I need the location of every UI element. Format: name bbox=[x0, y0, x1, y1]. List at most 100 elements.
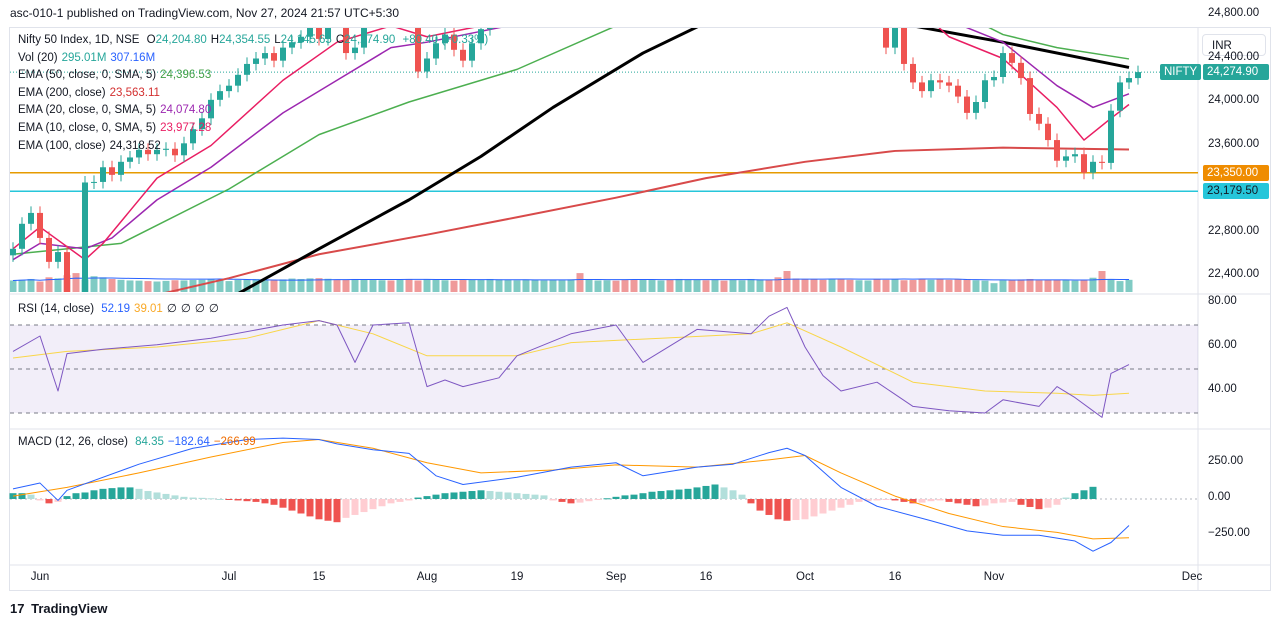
time-axis-label: Jun bbox=[30, 571, 50, 583]
candle-body bbox=[1081, 154, 1087, 173]
macd-hist-bar bbox=[432, 494, 440, 499]
volume-bar bbox=[918, 278, 926, 292]
macd-value: 84.35 bbox=[135, 436, 164, 448]
macd-hist-bar bbox=[108, 488, 116, 499]
price-tag: 23,179.50 bbox=[1203, 183, 1269, 200]
ohlc-value-h: 24,354.55 bbox=[219, 34, 271, 46]
indicator-name: EMA (200, close) bbox=[18, 86, 106, 99]
macd-hist-bar bbox=[477, 490, 485, 499]
candle-body bbox=[424, 58, 430, 72]
candle-body bbox=[415, 28, 421, 72]
volume-bar bbox=[1053, 280, 1061, 292]
volume-bar bbox=[828, 278, 836, 292]
candle-body bbox=[901, 28, 907, 64]
volume-bar bbox=[630, 279, 638, 292]
price-tag: 23,350.00 bbox=[1203, 164, 1269, 181]
volume-bar bbox=[1116, 281, 1124, 292]
rsi-value: 52.19 bbox=[101, 303, 131, 315]
volume-bar bbox=[27, 278, 35, 292]
candle-body bbox=[55, 252, 61, 262]
macd-hist-bar bbox=[1089, 486, 1097, 499]
volume-bar bbox=[342, 279, 350, 292]
ohlc-key-o: O bbox=[146, 34, 156, 46]
volume-bar bbox=[1125, 279, 1133, 292]
volume-bar bbox=[873, 279, 881, 292]
volume-bar bbox=[306, 278, 314, 292]
macd-hist-bar bbox=[162, 493, 170, 499]
indicator-name: EMA (50, close, 0, SMA, 5) bbox=[18, 69, 157, 82]
volume-bar bbox=[594, 280, 602, 292]
symbol-tag: NIFTY bbox=[1160, 64, 1202, 81]
volume-bar bbox=[729, 279, 737, 292]
candle-body bbox=[262, 53, 268, 59]
candle-body bbox=[1009, 53, 1015, 63]
macd-hist-bar bbox=[198, 497, 206, 499]
rsi-value: ∅ bbox=[194, 303, 205, 315]
macd-hist-bar bbox=[729, 490, 737, 499]
indicator-name: EMA (20, close, 0, SMA, 5) bbox=[18, 104, 157, 117]
volume-bar bbox=[1026, 278, 1034, 292]
macd-hist-bar bbox=[603, 498, 611, 500]
macd-hist-bar bbox=[1062, 497, 1070, 499]
indicator-row: EMA (200, close) 23,563.11 bbox=[18, 85, 488, 103]
volume-bar bbox=[495, 279, 503, 292]
tradingview-logo: 17 bbox=[10, 601, 25, 616]
macd-hist-bar bbox=[657, 491, 665, 499]
macd-axis-label: 0.00 bbox=[1208, 491, 1231, 503]
volume-bar bbox=[612, 280, 620, 292]
macd-hist-bar bbox=[378, 499, 386, 507]
macd-signal-line bbox=[12, 439, 1130, 540]
candle-body bbox=[181, 143, 187, 156]
candle-body bbox=[316, 28, 322, 39]
macd-hist-bar bbox=[243, 499, 251, 502]
ema50-line bbox=[12, 28, 1130, 255]
currency-selector[interactable]: INR bbox=[1202, 34, 1266, 56]
macd-hist-bar bbox=[396, 499, 404, 502]
volume-bar bbox=[153, 281, 161, 292]
macd-hist-bar bbox=[990, 499, 998, 504]
macd-axis-label: −250.00 bbox=[1208, 527, 1250, 540]
candle-body bbox=[964, 96, 970, 113]
candle-body bbox=[289, 42, 295, 48]
indicator-name: Vol (20) bbox=[18, 51, 58, 64]
candle-body bbox=[343, 28, 349, 54]
indicator-row: EMA (100, close) 24,318.52 bbox=[18, 138, 488, 156]
ema100-line bbox=[237, 28, 1130, 292]
volume-bar bbox=[378, 280, 386, 292]
macd-hist-bar bbox=[783, 499, 791, 521]
candle-body bbox=[244, 63, 250, 75]
volume-bar bbox=[702, 280, 710, 292]
volume-bar bbox=[684, 279, 692, 292]
macd-hist-bar bbox=[441, 493, 449, 499]
candle-body bbox=[433, 43, 439, 59]
volume-bar bbox=[801, 278, 809, 292]
macd-hist-bar bbox=[513, 493, 521, 499]
volume-bar bbox=[900, 280, 908, 292]
volume-bar bbox=[252, 278, 260, 292]
candle-body bbox=[982, 80, 988, 102]
candle-body bbox=[271, 53, 277, 61]
macd-hist-bar bbox=[288, 499, 296, 511]
candle-body bbox=[1036, 113, 1042, 124]
macd-hist-bar bbox=[387, 499, 395, 504]
indicator-legend: Vol (20) 295.01M 307.16M EMA (50, close, 0,… bbox=[18, 50, 488, 156]
volume-bar bbox=[1107, 278, 1115, 292]
candle-body bbox=[118, 161, 124, 175]
volume-bar bbox=[531, 279, 539, 292]
ohlc-key-l: L bbox=[274, 34, 281, 46]
macd-hist-bar bbox=[666, 490, 674, 499]
volume-bar bbox=[540, 280, 548, 292]
macd-hist-bar bbox=[1017, 499, 1025, 505]
macd-hist-bar bbox=[270, 499, 278, 505]
volume-bar bbox=[126, 280, 134, 292]
volume-bar bbox=[45, 277, 53, 292]
candle-body bbox=[460, 49, 466, 61]
macd-hist-bar bbox=[72, 493, 80, 499]
volume-bar bbox=[504, 279, 512, 292]
candle-body bbox=[874, 0, 880, 6]
macd-hist-bar bbox=[279, 499, 287, 508]
candle-body bbox=[1108, 110, 1114, 163]
indicator-row: Vol (20) 295.01M 307.16M bbox=[18, 50, 488, 68]
macd-hist-bar bbox=[630, 494, 638, 499]
